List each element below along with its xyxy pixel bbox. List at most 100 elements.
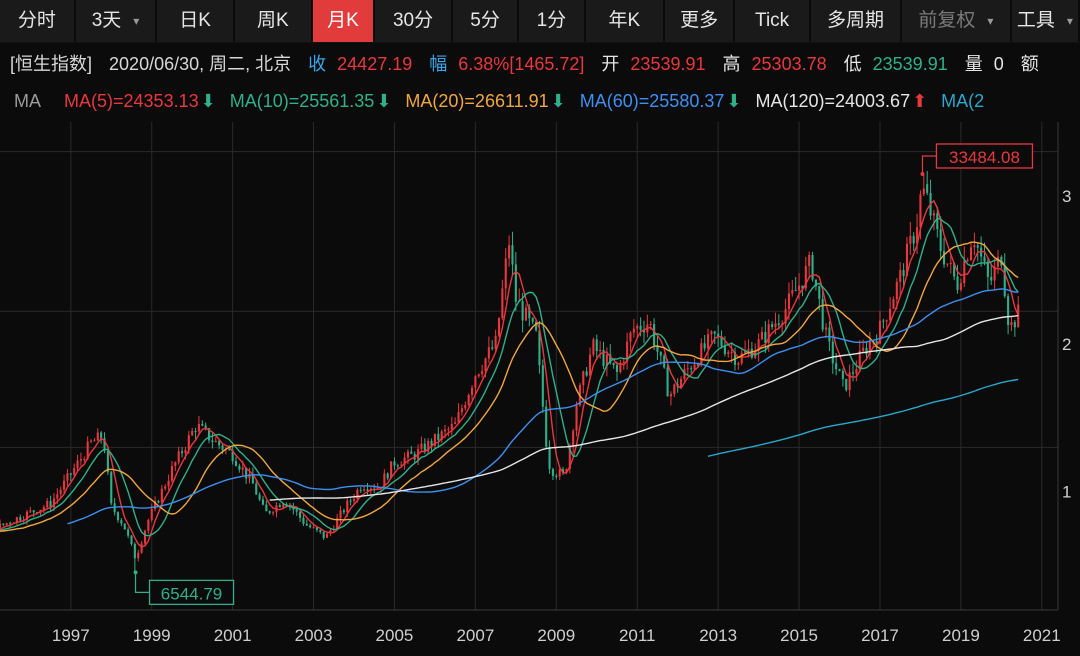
ma-text: MA(2 <box>941 91 985 111</box>
candle-body <box>912 235 915 244</box>
tab-10[interactable]: Tick <box>735 0 812 42</box>
candle <box>191 427 194 437</box>
ma-item-2: MA(20)=26611.91 ⬇ <box>405 91 565 111</box>
candle <box>143 529 147 547</box>
candle <box>66 468 69 487</box>
candle-body <box>895 281 898 300</box>
candle <box>511 231 514 275</box>
amount-label: 额 <box>1020 54 1039 74</box>
candle <box>504 248 507 301</box>
tab-label: 工具 <box>1016 10 1055 32</box>
candle <box>79 452 82 466</box>
candle-body <box>504 258 507 289</box>
candle-body <box>241 467 244 470</box>
tab-13[interactable]: 工具 ▾ <box>1012 0 1080 42</box>
candle-body <box>390 461 393 479</box>
candle-body <box>302 517 305 524</box>
tab-4[interactable]: 月K <box>312 0 376 42</box>
tab-2[interactable]: 日K <box>157 0 235 42</box>
candle <box>562 466 565 476</box>
candle-body <box>683 369 686 380</box>
candle-body <box>740 353 743 364</box>
tab-5[interactable]: 30分 <box>375 0 453 42</box>
candle-body <box>29 510 32 512</box>
candle-body <box>787 293 790 310</box>
candle-body <box>359 489 362 491</box>
candle-body <box>140 543 143 553</box>
candle-body <box>19 517 22 521</box>
tab-1[interactable]: 3天 ▾ <box>76 0 158 42</box>
open-value: 23539.91 <box>630 54 706 74</box>
tab-12[interactable]: 前复权 ▾ <box>902 0 1012 42</box>
candle <box>130 535 133 546</box>
candle-body <box>535 321 538 331</box>
candle <box>629 331 632 352</box>
candle-body <box>201 423 204 426</box>
annotation-low: 6544.79 <box>133 570 235 606</box>
tab-9[interactable]: 更多 <box>665 0 736 42</box>
candle-body <box>615 365 619 372</box>
candle-body <box>737 363 740 365</box>
x-tick-label: 2013 <box>699 626 737 645</box>
candle-body <box>669 394 672 397</box>
candle <box>383 469 386 488</box>
candle-body <box>541 365 544 407</box>
candle-body <box>69 473 72 475</box>
candle-body <box>582 371 585 386</box>
candle-body <box>831 341 834 364</box>
candle-body <box>612 362 615 366</box>
tab-11[interactable]: 多周期 <box>811 0 902 42</box>
candle-body <box>164 486 167 489</box>
close-label: 收 <box>308 54 327 74</box>
candle-body <box>760 331 764 340</box>
candle-body <box>127 529 130 536</box>
candle <box>882 318 885 329</box>
low-value: 23539.91 <box>872 54 948 74</box>
y-tick-label: 2 <box>1062 335 1071 354</box>
candle-body <box>514 264 517 302</box>
candle <box>663 353 666 369</box>
open-label: 开 <box>601 54 620 74</box>
tab-8[interactable]: 年K <box>586 0 666 42</box>
candle <box>167 474 170 491</box>
candle-body <box>713 331 716 334</box>
candle <box>501 279 504 321</box>
candle <box>491 340 494 351</box>
annotation-leader <box>134 572 150 593</box>
tab-3[interactable]: 周K <box>235 0 313 42</box>
x-tick-label: 2007 <box>456 626 494 645</box>
candle <box>302 514 305 527</box>
candle-body <box>440 431 443 441</box>
candle <box>433 433 436 449</box>
candle <box>626 332 629 370</box>
candle-body <box>777 323 780 326</box>
candle <box>602 341 605 370</box>
tab-0[interactable]: 分时 <box>0 0 76 42</box>
candle <box>393 457 396 470</box>
candle-body <box>990 276 993 281</box>
tab-6[interactable]: 5分 <box>453 0 520 42</box>
candle <box>386 472 389 481</box>
candle <box>147 518 150 534</box>
candle-body <box>305 523 308 526</box>
candle <box>470 385 474 400</box>
tab-7[interactable]: 1分 <box>519 0 586 42</box>
candle-body <box>902 269 905 277</box>
high-label: 高 <box>722 54 741 74</box>
candle <box>83 456 86 463</box>
candle <box>760 326 764 340</box>
candle <box>400 461 403 466</box>
candle-body <box>261 499 265 505</box>
candlestick-chart[interactable]: 3 2 1 1997 1999 2001 2003 2005 2007 2009 2011 2013 2… <box>0 118 1080 656</box>
candle <box>170 461 173 483</box>
candle-body <box>818 285 821 299</box>
ma-text: MA(5)=24353.13 <box>64 91 199 111</box>
candle-body <box>454 422 457 424</box>
candle <box>656 334 659 360</box>
candle <box>986 258 989 291</box>
candle-body <box>878 320 882 344</box>
candle-body <box>207 428 211 441</box>
tab-label: 周K <box>256 10 289 31</box>
x-tick-label: 2021 <box>1023 626 1061 645</box>
annotation-label: 33484.08 <box>949 148 1020 167</box>
